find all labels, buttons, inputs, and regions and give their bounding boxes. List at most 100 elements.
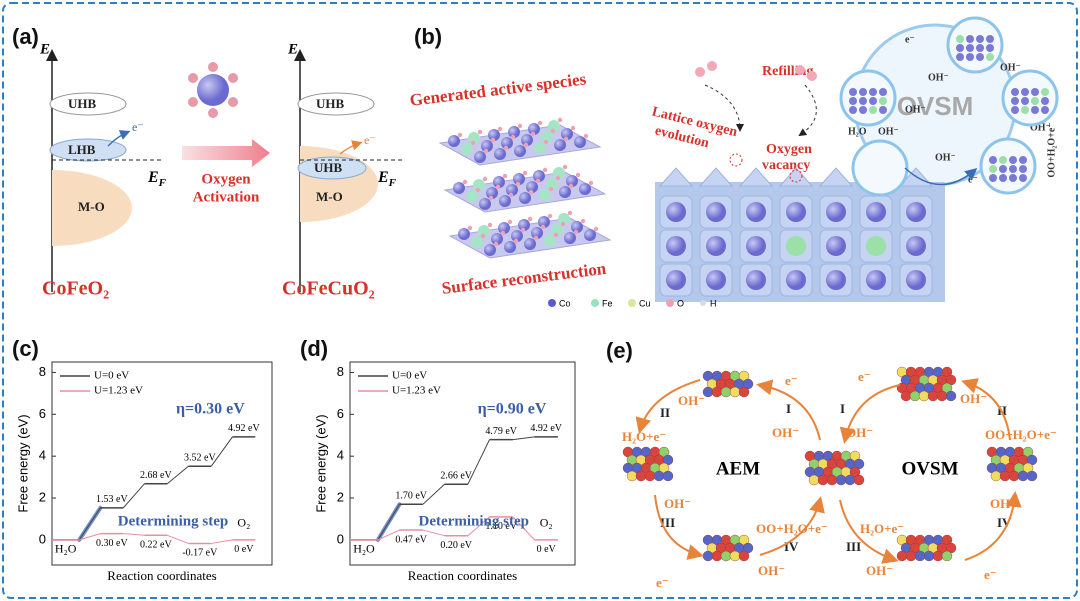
atom: [571, 221, 583, 233]
compound-name: CoFeO₂: [42, 278, 109, 300]
uhb-band: [49, 92, 127, 116]
bubble: [839, 69, 897, 127]
atom: [849, 97, 857, 105]
step-connector: [377, 504, 400, 541]
atom: [593, 226, 599, 232]
atom: [544, 235, 556, 247]
species-label: OH⁻: [846, 425, 873, 440]
atom: [588, 180, 594, 186]
step-connector: [512, 516, 535, 541]
species-label: e⁻: [785, 373, 798, 388]
step-label: IV: [997, 515, 1012, 530]
atom: [786, 202, 806, 222]
atom: [1009, 174, 1017, 182]
species-label: OH⁻: [678, 393, 705, 408]
atom: [570, 125, 576, 131]
atom: [548, 186, 554, 192]
cycle-arrow: [839, 499, 899, 564]
atom: [644, 470, 656, 482]
atom: [507, 219, 513, 225]
atom: [849, 106, 857, 114]
atom: [494, 148, 506, 160]
category-label: H₂O: [353, 542, 375, 556]
value-label: 0.22 eV: [140, 540, 172, 551]
atom: [866, 236, 886, 256]
atom: [1011, 88, 1019, 96]
step-connector: [122, 483, 145, 509]
atom: [453, 182, 465, 194]
atom: [999, 156, 1007, 164]
cycle-label: OH⁻: [1030, 122, 1051, 133]
dashed-arrow: [704, 84, 744, 132]
atom: [653, 470, 665, 482]
atom: [866, 270, 886, 290]
atom: [531, 227, 543, 239]
atom: [520, 227, 526, 233]
fermi-sub: F: [388, 177, 397, 189]
species-label: OH⁻: [758, 563, 785, 578]
o-atom: [695, 67, 705, 77]
atom: [711, 386, 723, 398]
arrow-label: Activation: [193, 189, 260, 205]
atom: [474, 151, 486, 163]
atom: [923, 550, 935, 562]
uhb-band: [297, 156, 367, 180]
o-atom: [807, 71, 817, 81]
atom: [579, 183, 591, 195]
uhb-band: [297, 92, 375, 116]
atom: [457, 132, 463, 138]
category-label: O₂: [237, 516, 250, 530]
y-tick-label: 4: [39, 448, 46, 463]
species-label: OO+H₂O+e⁻: [985, 427, 1057, 442]
surface-apex: [698, 167, 734, 187]
atom: [1009, 156, 1017, 164]
species-label: OH⁻: [960, 391, 987, 406]
cycle-arrow: [839, 384, 901, 444]
atom: [905, 550, 917, 562]
y-tick-label: 0: [337, 531, 344, 546]
fermi-main: E: [147, 169, 159, 186]
atom: [1019, 174, 1027, 182]
atom: [989, 156, 997, 164]
atom: [481, 140, 493, 152]
value-label: -0.17 eV: [182, 548, 218, 559]
caption: Generated active species: [409, 69, 588, 110]
panel-label: (e): [606, 338, 633, 363]
atom: [1021, 88, 1029, 96]
cycle-arrow: [635, 379, 701, 434]
atom: [702, 550, 714, 562]
plot-frame: [349, 361, 576, 566]
atom: [914, 550, 926, 562]
atom: [519, 192, 531, 204]
atom: [557, 117, 563, 123]
fermi-sub: F: [158, 177, 167, 189]
value-label: 1.53 eV: [96, 494, 128, 505]
atom: [738, 386, 750, 398]
atom: [548, 120, 560, 132]
dashed-arrow: [798, 84, 817, 137]
cycle-label: OO+H₂O+e⁻: [1046, 122, 1057, 177]
atom: [1021, 97, 1029, 105]
atom: [986, 35, 994, 43]
cycle-arrow: [759, 496, 825, 556]
value-label: 4.92 eV: [228, 423, 260, 434]
value-label: 2.66 eV: [440, 471, 472, 482]
atom: [468, 132, 480, 144]
y-axis-label: Free energy (eV): [313, 414, 328, 512]
atom: [866, 202, 886, 222]
legend-label: Cu: [639, 298, 651, 308]
atom: [540, 224, 546, 230]
species-label: H₂O+e⁻: [622, 429, 666, 444]
cycle-label: OH⁻: [935, 152, 956, 163]
determining-label: Determining step: [419, 513, 529, 529]
value-label: 1.10 eV: [485, 521, 517, 532]
atom: [573, 229, 579, 235]
cycle-label: e⁻: [905, 34, 915, 45]
atom: [490, 137, 496, 143]
atom: [999, 165, 1007, 173]
panel-e: AEM OVSM II OH⁻ H₂O+e⁻ e⁻ I I OH⁻ OH⁻ e⁻…: [622, 366, 1057, 590]
y-tick-label: 0: [39, 531, 46, 546]
caption: vacancy: [762, 158, 810, 173]
